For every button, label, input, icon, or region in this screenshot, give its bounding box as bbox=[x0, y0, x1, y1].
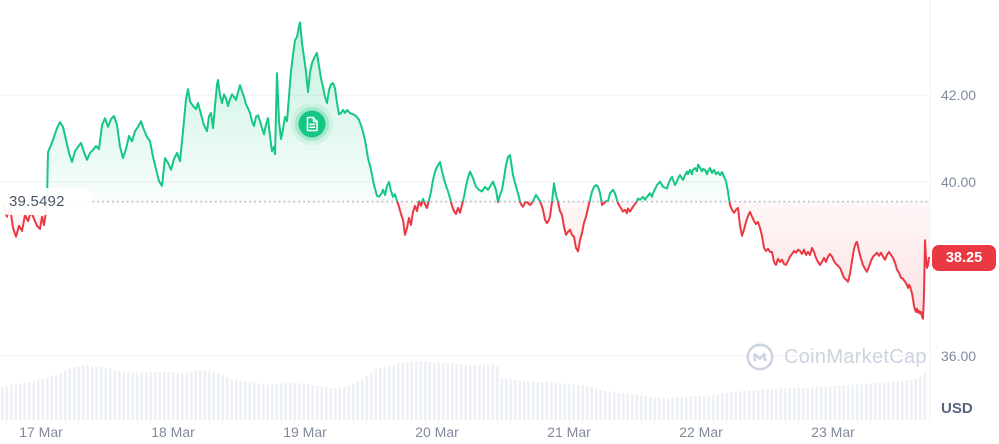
watermark: CoinMarketCap bbox=[745, 342, 927, 372]
x-axis-tick-label: 19 Mar bbox=[283, 424, 327, 440]
x-axis-tick-label: 18 Mar bbox=[151, 424, 195, 440]
x-axis-tick-label: 20 Mar bbox=[415, 424, 459, 440]
current-price-badge: 38.25 bbox=[932, 244, 996, 271]
baseline-price-value: 39.5492 bbox=[9, 193, 65, 211]
x-axis-tick-label: 23 Mar bbox=[811, 424, 855, 440]
y-axis-tick-label: 42.00 bbox=[941, 87, 977, 104]
x-axis-tick-label: 21 Mar bbox=[547, 424, 591, 440]
coinmarketcap-logo-icon bbox=[746, 343, 774, 371]
baseline-price-label: 39.5492 bbox=[0, 188, 92, 216]
x-axis-tick-label: 22 Mar bbox=[679, 424, 723, 440]
y-axis-tick-label: 36.00 bbox=[941, 347, 977, 364]
news-icon[interactable] bbox=[290, 102, 334, 146]
usd-unit-label: USD bbox=[941, 400, 973, 417]
x-axis-tick-label: 17 Mar bbox=[19, 424, 63, 440]
watermark-text: CoinMarketCap bbox=[784, 345, 927, 368]
y-axis-tick-label: 40.00 bbox=[941, 174, 977, 190]
